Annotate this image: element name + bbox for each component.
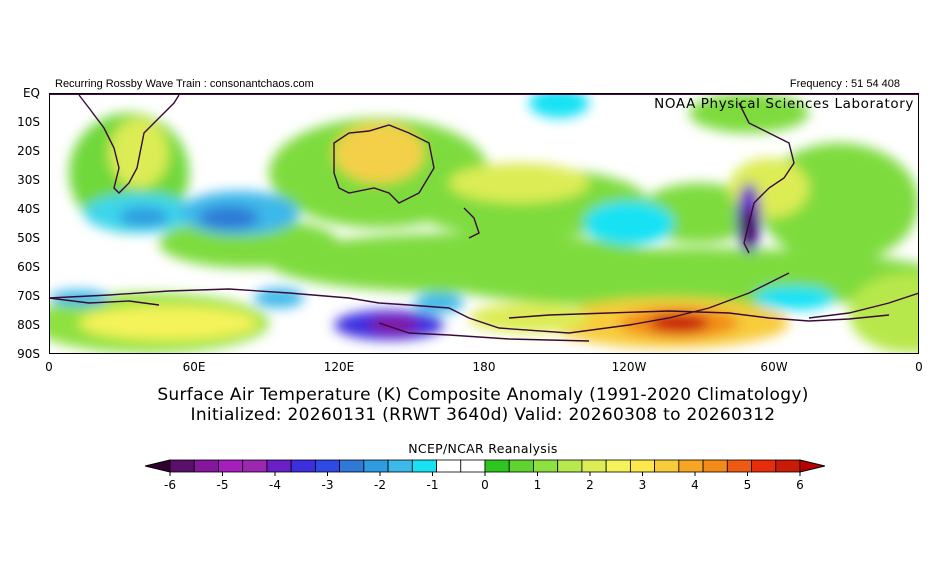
colorbar: -6 -5 -4 -3 -2 -1 0 1 2 3 4 5 6 <box>145 459 825 492</box>
colorbar-tick-label: -4 <box>269 478 281 492</box>
colorbar-swatch <box>387 459 413 473</box>
colorbar-swatch <box>726 459 752 473</box>
colorbar-swatch <box>339 459 365 473</box>
anomaly-field <box>49 93 919 353</box>
y-tick-label: 90S <box>17 347 40 361</box>
colorbar-swatch <box>508 459 534 473</box>
map-frame <box>49 93 919 354</box>
colorbar-swatch <box>775 459 801 473</box>
anomaly-map <box>49 93 919 354</box>
x-tick-label: 0 <box>45 360 53 374</box>
colorbar-swatch <box>702 459 728 473</box>
colorbar-swatch <box>581 459 607 473</box>
colorbar-swatch <box>266 459 292 473</box>
colorbar-swatch <box>557 459 583 473</box>
colorbar-tick-label: 2 <box>586 478 594 492</box>
colorbar-swatch <box>411 459 437 473</box>
x-tick-label: 60E <box>182 360 206 374</box>
lab-label: NOAA Physical Sciences Laboratory <box>654 96 914 112</box>
header-left-text: Recurring Rossby Wave Train : consonantc… <box>55 78 314 90</box>
colorbar-tick-label: -1 <box>427 478 439 492</box>
colorbar-swatch <box>193 459 219 473</box>
colorbar-swatch <box>363 459 389 473</box>
colorbar-swatch <box>751 459 777 473</box>
colorbar-tick-label: 3 <box>639 478 647 492</box>
colorbar-swatch <box>678 459 704 473</box>
colorbar-tick-label: 5 <box>744 478 752 492</box>
y-tick-label: 10S <box>17 115 40 129</box>
x-tick-label: 180 <box>472 360 496 374</box>
x-tick-label: 120W <box>611 360 647 374</box>
x-tick-label: 60W <box>760 360 788 374</box>
colorbar-tick-label: -3 <box>322 478 334 492</box>
colorbar-swatch <box>290 459 316 473</box>
colorbar-tick-label: 0 <box>481 478 489 492</box>
colorbar-swatch <box>533 459 559 473</box>
y-tick-label: 30S <box>17 173 40 187</box>
colorbar-swatch <box>654 459 680 473</box>
y-tick-label: EQ <box>22 86 40 100</box>
colorbar-min-arrow <box>145 459 171 473</box>
y-tick-label: 40S <box>17 202 40 216</box>
colorbar-swatch <box>218 459 244 473</box>
colorbar-tick-label: -5 <box>217 478 229 492</box>
chart-title-line2: Initialized: 20260131 (RRWT 3640d) Valid… <box>190 405 776 425</box>
y-tick-label: 20S <box>17 144 40 158</box>
map-panel: NOAA Physical Sciences Laboratory <box>49 93 919 354</box>
x-tick-label: 120E <box>323 360 355 374</box>
y-tick-label: 60S <box>17 260 40 274</box>
colorbar-swatch <box>629 459 656 473</box>
colorbar-tick-label: 1 <box>534 478 542 492</box>
y-tick-label: 70S <box>17 289 40 303</box>
colorbar-tick-label: -2 <box>374 478 386 492</box>
coastlines <box>49 94 919 342</box>
colorbar-tick-label: -6 <box>164 478 176 492</box>
colorbar-swatch <box>314 459 341 473</box>
colorbar-max-arrow <box>799 459 825 473</box>
colorbar-swatch <box>484 459 510 473</box>
chart-title-line1: Surface Air Temperature (K) Composite An… <box>157 385 809 405</box>
y-tick-label: 80S <box>17 318 40 332</box>
colorbar-tick-label: 4 <box>691 478 699 492</box>
y-tick-label: 50S <box>17 231 40 245</box>
colorbar-swatch <box>436 459 462 473</box>
colorbar-swatch <box>242 459 268 473</box>
colorbar-tick-label: 6 <box>796 478 804 492</box>
header-frequency-text: Frequency : 51 54 408 <box>789 78 900 90</box>
colorbar-swatch <box>169 459 195 473</box>
colorbar-swatch <box>605 459 631 473</box>
data-source-label: NCEP/NCAR Reanalysis <box>408 441 558 456</box>
x-tick-label: 0 <box>915 360 923 374</box>
colorbar-swatch <box>460 459 486 473</box>
